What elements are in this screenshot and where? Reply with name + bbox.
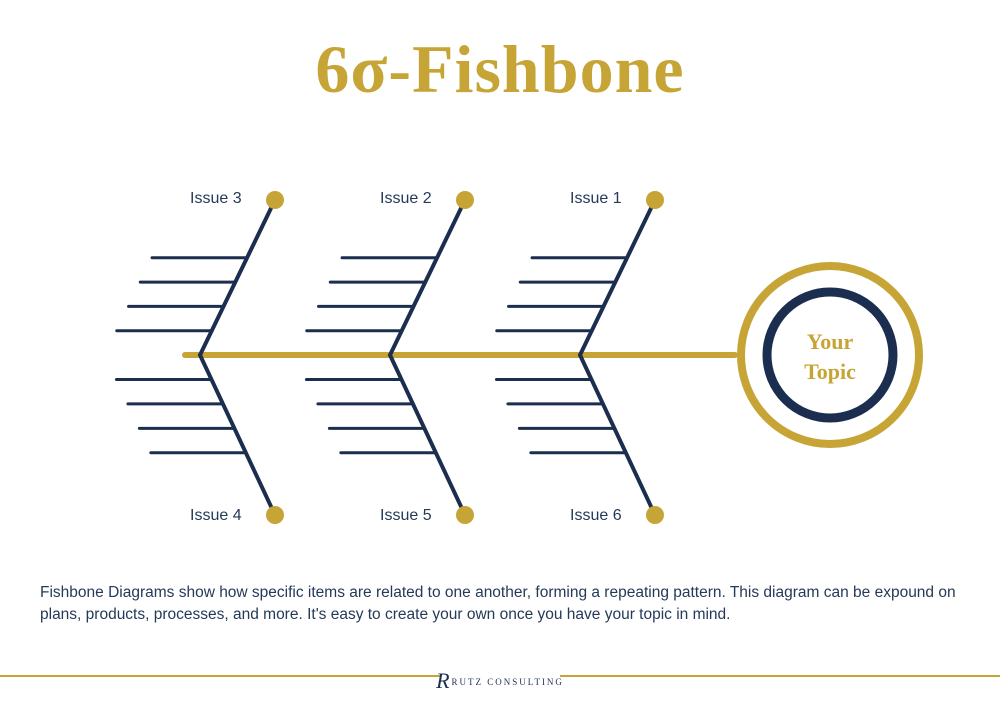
- bone-label: Issue 6: [570, 507, 622, 524]
- footer-logo: RRUTZ CONSULTING: [0, 668, 1000, 694]
- bone-dot-icon: [456, 191, 474, 209]
- head-label-line2: Topic: [804, 359, 856, 384]
- description-text: Fishbone Diagrams show how specific item…: [40, 582, 960, 627]
- bone-dot-icon: [646, 191, 664, 209]
- head-label-line1: Your: [807, 329, 854, 354]
- head-inner-circle: [767, 292, 893, 418]
- bone-label: Issue 5: [380, 507, 432, 524]
- bone-dot-icon: [266, 506, 284, 524]
- bone-label: Issue 2: [380, 190, 432, 207]
- bone-label: Issue 4: [190, 507, 242, 524]
- bone-dot-icon: [646, 506, 664, 524]
- bone-dot-icon: [266, 191, 284, 209]
- logo-text: RUTZ CONSULTING: [452, 677, 564, 687]
- bone-label: Issue 3: [190, 190, 242, 207]
- logo-mark-icon: R: [436, 668, 449, 693]
- bone-dot-icon: [456, 506, 474, 524]
- bone-label: Issue 1: [570, 190, 622, 207]
